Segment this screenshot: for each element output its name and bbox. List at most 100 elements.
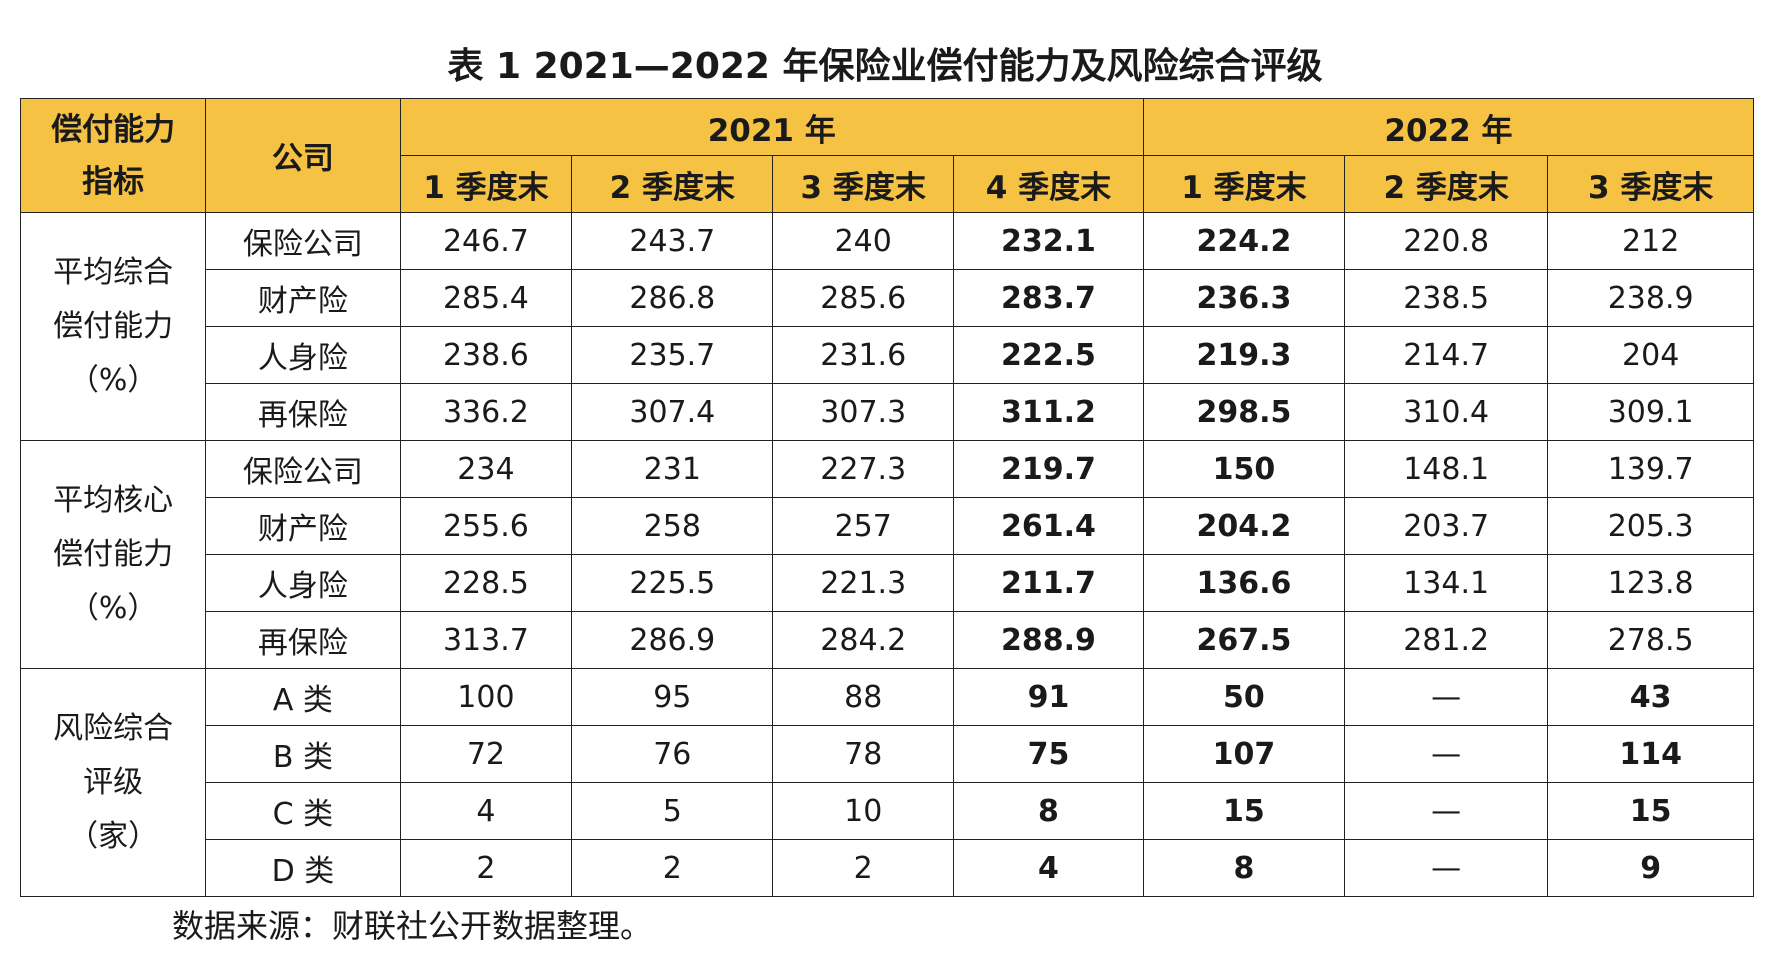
value-cell: 298.5 — [1142, 383, 1345, 441]
value-cell: 286.8 — [571, 269, 774, 327]
value-cell: 285.6 — [772, 269, 955, 327]
value-cell: 238.5 — [1343, 269, 1549, 327]
value-cell: 203.7 — [1343, 497, 1549, 555]
value-cell: 8 — [1142, 839, 1345, 897]
quarter-header: 3 季度末 — [772, 155, 955, 213]
value-cell: 204 — [1547, 326, 1754, 384]
source-note: 数据来源：财联社公开数据整理。 — [172, 907, 653, 945]
metric-group-label: 风险综合 评级 （家） — [19, 668, 207, 897]
metric-label-line: 偿付能力 — [53, 536, 174, 572]
value-cell: 136.6 — [1142, 554, 1345, 612]
year-2022-header: 2022 年 — [1142, 98, 1755, 156]
metric-label-line: 风险综合 — [53, 710, 174, 746]
value-cell: 231 — [571, 440, 774, 498]
metric-header-line2: 指标 — [82, 163, 145, 200]
value-cell: 336.2 — [399, 383, 573, 441]
value-cell: 309.1 — [1547, 383, 1754, 441]
table-row: 再保险 336.2 307.4 307.3 311.2 298.5 310.4 309.1 — [21, 383, 1754, 441]
value-cell: 286.9 — [571, 611, 774, 669]
value-cell: 219.7 — [953, 440, 1144, 498]
value-cell: 219.3 — [1142, 326, 1345, 384]
quarter-header: 2 季度末 — [571, 155, 774, 213]
table-row: C 类 4 5 10 8 15—15 — [21, 782, 1754, 840]
value-cell: 281.2 — [1343, 611, 1549, 669]
table-row: 人身险 238.6 235.7 231.6 222.5 219.3 214.7 204 — [21, 326, 1754, 384]
value-cell: 150 — [1142, 440, 1345, 498]
value-cell: 10 — [772, 782, 955, 840]
value-cell: 278.5 — [1547, 611, 1754, 669]
company-cell: 再保险 — [205, 383, 401, 441]
value-cell: 212 — [1547, 212, 1754, 270]
value-cell: 214.7 — [1343, 326, 1549, 384]
value-cell: 228.5 — [399, 554, 573, 612]
metric-group-label: 平均综合 偿付能力 （%） — [19, 212, 207, 441]
value-cell: 311.2 — [953, 383, 1144, 441]
value-cell: 15 — [1142, 782, 1345, 840]
table-row: D 类 2 2 2 4 8—9 — [21, 839, 1754, 897]
quarter-header: 3 季度末 — [1547, 155, 1754, 213]
value-cell: 307.3 — [772, 383, 955, 441]
company-cell: 人身险 — [205, 554, 401, 612]
value-cell: 235.7 — [571, 326, 774, 384]
value-cell: 72 — [399, 725, 573, 783]
value-cell: 4 — [399, 782, 573, 840]
value-cell: 232.1 — [953, 212, 1144, 270]
table-row: 再保险 313.7 286.9 284.2 288.9 267.5 281.2 278.5 — [21, 611, 1754, 669]
quarter-header: 4 季度末 — [953, 155, 1144, 213]
table-row: 平均核心 偿付能力 （%） 保险公司 234 231 227.3 219.7 150 148.1 1… — [19, 440, 1754, 669]
value-cell: 2 — [399, 839, 573, 897]
value-cell: 95 — [571, 668, 774, 726]
company-cell: 人身险 — [205, 326, 401, 384]
value-cell: 222.5 — [953, 326, 1144, 384]
value-cell: 205.3 — [1547, 497, 1754, 555]
metric-label-line: 平均核心 — [53, 482, 174, 518]
value-cell: 231.6 — [772, 326, 955, 384]
value-cell: 50 — [1142, 668, 1345, 726]
value-cell: 240 — [772, 212, 955, 270]
metric-label-line: 评级 — [83, 764, 144, 800]
table-row: B 类 72 76 78 75 107—114 — [21, 725, 1754, 783]
value-cell: 243.7 — [571, 212, 774, 270]
value-cell: 267.5 — [1142, 611, 1345, 669]
value-cell: 139.7 — [1547, 440, 1754, 498]
metric-label-line: 平均综合 — [53, 254, 174, 290]
company-cell: 财产险 — [205, 497, 401, 555]
value-cell: 134.1 — [1343, 554, 1549, 612]
metric-column-header: 偿付能力 指标 — [19, 98, 207, 213]
table-row: 风险综合 评级 （家） A 类 100 95 88 91 50—43 — [19, 668, 1754, 897]
company-cell: C 类 — [205, 782, 401, 840]
table-row: 人身险 228.5 225.5 221.3 211.7 136.6 134.1 123.8 — [21, 554, 1754, 612]
value-cell: 221.3 — [772, 554, 955, 612]
value-cell: 234 — [399, 440, 573, 498]
company-cell: 财产险 — [205, 269, 401, 327]
value-cell: 15 — [1547, 782, 1754, 840]
value-cell: 285.4 — [399, 269, 573, 327]
table-title: 表 1 2021—2022 年保险业偿付能力及风险综合评级 — [447, 46, 1323, 87]
quarter-header: 1 季度末 — [399, 155, 573, 213]
value-cell: 114 — [1547, 725, 1754, 783]
value-cell: 4 — [953, 839, 1144, 897]
value-cell: 5 — [571, 782, 774, 840]
value-cell: 123.8 — [1547, 554, 1754, 612]
value-cell: 148.1 — [1343, 440, 1549, 498]
quarter-header: 1 季度末 — [1142, 155, 1345, 213]
metric-label-line: （%） — [68, 362, 158, 398]
value-cell: 227.3 — [772, 440, 955, 498]
value-cell: — — [1343, 782, 1549, 840]
value-cell: 211.7 — [953, 554, 1144, 612]
value-cell: 204.2 — [1142, 497, 1345, 555]
metric-group-label: 平均核心 偿付能力 （%） — [19, 440, 207, 669]
value-cell: 2 — [772, 839, 955, 897]
value-cell: 258 — [571, 497, 774, 555]
value-cell: 246.7 — [399, 212, 573, 270]
table-row: 财产险 255.6 258 257 261.4 204.2 203.7 205.3 — [21, 497, 1754, 555]
company-cell: 再保险 — [205, 611, 401, 669]
metric-header-line1: 偿付能力 — [51, 111, 176, 148]
value-cell: 43 — [1547, 668, 1754, 726]
table-header: 偿付能力 指标 公司 2021 年 2022 年 1 季度末 2 季度末 3 季… — [19, 98, 1755, 213]
company-column-header: 公司 — [205, 98, 401, 213]
value-cell: 310.4 — [1343, 383, 1549, 441]
table-body: 平均综合 偿付能力 （%） 保险公司 246.7 243.7 240 232.1 224.2 22… — [19, 212, 1754, 897]
value-cell: 257 — [772, 497, 955, 555]
value-cell: 261.4 — [953, 497, 1144, 555]
